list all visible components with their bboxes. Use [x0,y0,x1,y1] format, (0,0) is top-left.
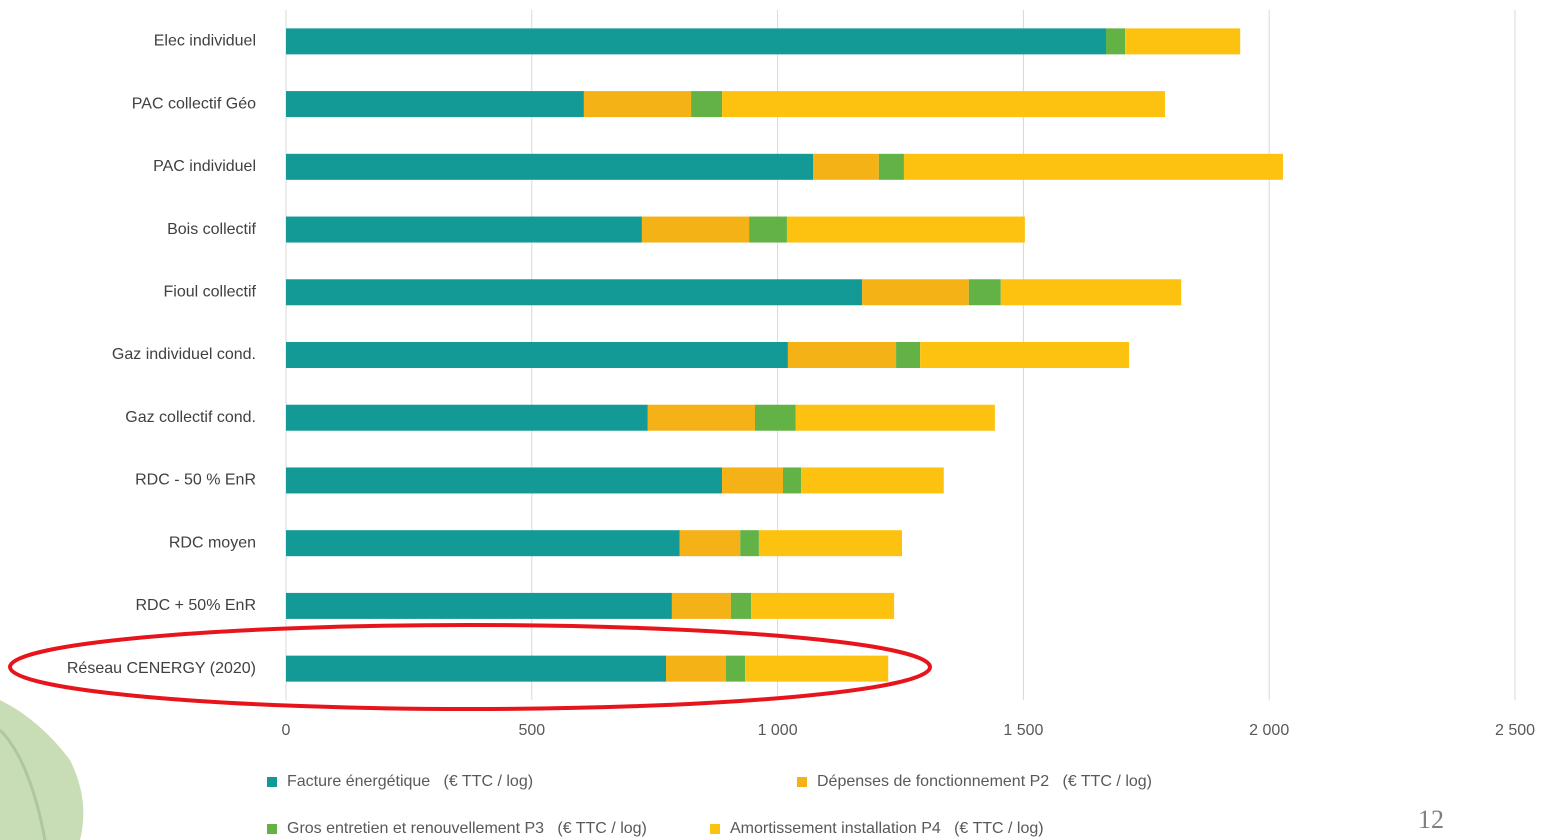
bar-segment [969,279,1001,305]
bar-segment [666,656,726,682]
bar-segment [286,342,788,368]
bar-segment [286,405,648,431]
bar-segment [749,217,787,243]
bar-segment [286,279,862,305]
bar-segment [286,154,813,180]
y-tick-label: RDC - 50 % EnR [135,472,256,489]
bar-segment [286,593,672,619]
x-tick-label: 1 000 [758,722,798,739]
y-tick-label: PAC collectif Géo [132,95,256,112]
bar-segment [920,342,1129,368]
legend-marker [267,824,277,834]
bar-segment [740,530,759,556]
legend-marker [797,777,807,787]
bar-segment [759,530,902,556]
y-tick-label: RDC moyen [169,534,256,551]
chart: 0 500 1 000 1 500 2 000 2 500 Elec individuel P… [0,0,1545,840]
bar-segment [286,28,1106,54]
page-number: 12 [1418,805,1444,834]
bar-segment [286,530,680,556]
bar-segment [286,91,584,117]
bar-segment [642,217,749,243]
bar-segment [796,405,995,431]
leaf-decoration [0,700,83,840]
bar-segment [813,154,879,180]
bar-segment [286,467,722,493]
bar-segment [1106,28,1125,54]
bar-segment [722,91,1165,117]
x-tick-label: 0 [282,722,291,739]
bar-segment [896,342,920,368]
y-tick-label: Fioul collectif [164,283,257,300]
legend-label: Dépenses de fonctionnement P2 (€ TTC / l… [817,773,1152,790]
bar-segment [648,405,755,431]
x-tick-label: 1 500 [1003,722,1043,739]
y-tick-label: Gaz individuel cond. [112,346,256,363]
bar-segment [862,279,969,305]
bar-segment [286,656,666,682]
bar-segment [801,467,944,493]
bar-segment [783,467,801,493]
y-tick-label: PAC individuel [153,158,256,175]
bar-segment [584,91,691,117]
legend-marker [710,824,720,834]
legend-marker [267,777,277,787]
y-tick-label: Elec individuel [154,33,256,50]
bar-segment [1001,279,1181,305]
bar-segment [722,467,783,493]
bar-segment [726,656,745,682]
x-tick-label: 500 [518,722,545,739]
x-tick-label: 2 000 [1249,722,1289,739]
bar-segment [788,342,896,368]
y-tick-label: RDC + 50% EnR [136,597,257,614]
legend-label: Amortissement installation P4 (€ TTC / l… [730,820,1044,837]
bar-segment [745,656,888,682]
x-tick-label: 2 500 [1495,722,1535,739]
bar-segment [731,593,751,619]
y-tick-label: Réseau CENERGY (2020) [67,660,256,677]
bar-segment [1125,28,1240,54]
bar-segment [751,593,894,619]
legend-label: Facture énergétique (€ TTC / log) [287,773,533,790]
bar-segment [879,154,904,180]
bar-segment [680,530,740,556]
bar-segment [691,91,722,117]
bar-segment [672,593,731,619]
bar-segment [787,217,1025,243]
bar-segment [286,217,642,243]
y-tick-label: Bois collectif [167,221,256,238]
bar-segment [904,154,1283,180]
legend-label: Gros entretien et renouvellement P3 (€ T… [287,820,647,837]
y-tick-label: Gaz collectif cond. [125,409,256,426]
bar-segment [755,405,796,431]
